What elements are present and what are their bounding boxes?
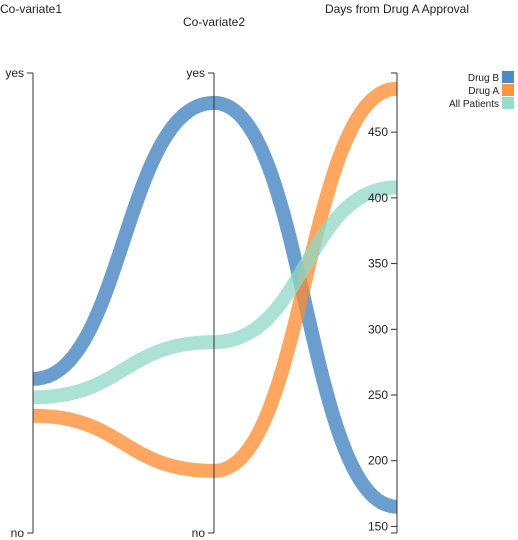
tick-label: 450 bbox=[368, 125, 388, 139]
tick-label: 150 bbox=[368, 519, 388, 533]
series-line-drug-a bbox=[32, 81, 398, 478]
axis-covariate2: Co-variate2 yes no bbox=[183, 15, 245, 540]
tick-label: yes bbox=[5, 66, 24, 80]
tick-label: 250 bbox=[368, 388, 388, 402]
legend-label: All Patients bbox=[449, 99, 499, 110]
legend-label: Drug B bbox=[468, 73, 499, 84]
legend: Drug B Drug A All Patients bbox=[449, 71, 514, 110]
axis-covariate1: Co-variate1 yes no bbox=[0, 2, 62, 540]
tick-label: 200 bbox=[368, 454, 388, 468]
tick-label: 300 bbox=[368, 322, 388, 336]
legend-item: All Patients bbox=[449, 97, 514, 110]
axis-title: Days from Drug A Approval bbox=[325, 2, 469, 16]
tick-label: 350 bbox=[368, 257, 388, 271]
tick-label: no bbox=[11, 526, 25, 540]
axis-title: Co-variate2 bbox=[183, 15, 245, 29]
series-line-all-patients bbox=[32, 180, 398, 405]
axis-title: Co-variate1 bbox=[0, 2, 62, 16]
legend-swatch bbox=[502, 71, 514, 83]
axes-layer: Co-variate1 yes no Co-variate2 yes no Days fro… bbox=[0, 2, 469, 540]
tick-label: no bbox=[192, 526, 206, 540]
tick-label: yes bbox=[186, 66, 205, 80]
series-line-drug-b bbox=[32, 95, 398, 514]
axis-days: Days from Drug A Approval 150 200 250 300 350… bbox=[325, 2, 469, 534]
legend-swatch bbox=[502, 97, 514, 109]
legend-item: Drug A bbox=[468, 84, 514, 97]
legend-item: Drug B bbox=[468, 71, 514, 84]
legend-swatch bbox=[502, 84, 514, 96]
legend-label: Drug A bbox=[468, 86, 499, 97]
series-layer bbox=[32, 81, 398, 514]
tick-label: 400 bbox=[368, 191, 388, 205]
